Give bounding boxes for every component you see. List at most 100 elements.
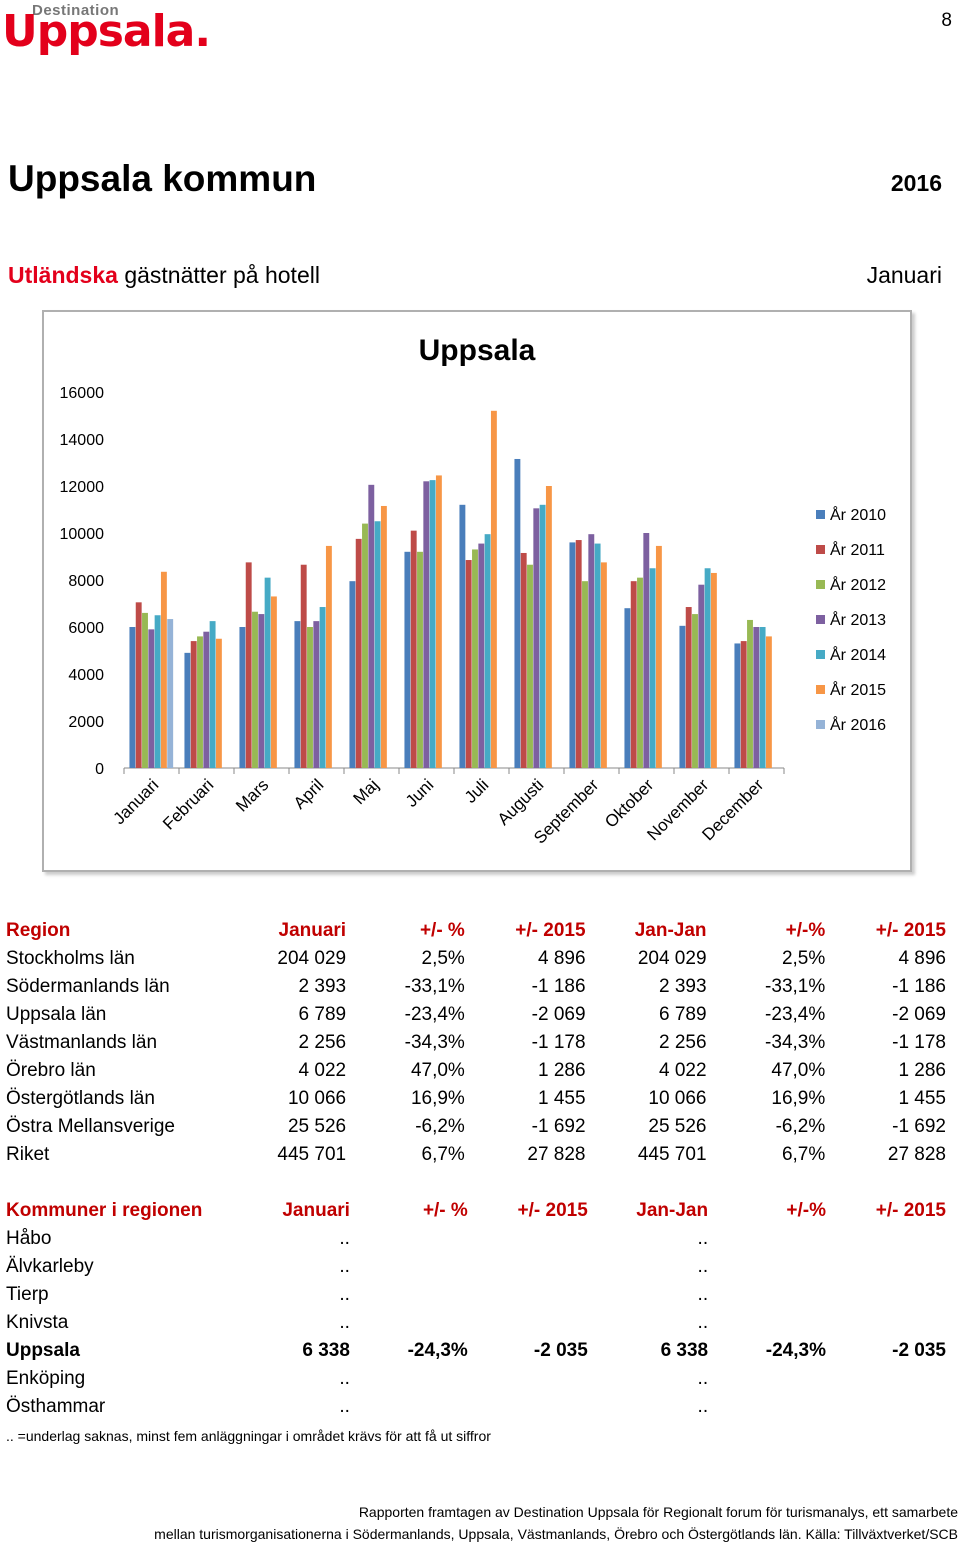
table-cell: -24,3% — [765, 1340, 826, 1361]
table-cell: Stockholms län — [6, 948, 135, 969]
table-cell: Tierp — [6, 1284, 49, 1305]
y-tick-label: 14000 — [60, 432, 105, 449]
table-cell: .. — [697, 1256, 709, 1277]
table-row: Uppsala län 6 789 -23,4% -2 069 6 789 -23,4% -… — [0, 1001, 952, 1029]
table-cell: Östhammar — [6, 1396, 106, 1417]
bar-år-2013 — [368, 484, 375, 768]
logo-destination-text: Destination — [32, 2, 120, 19]
table-cell: Östergötlands län — [6, 1088, 155, 1109]
bar-år-2010 — [404, 551, 411, 768]
bar-år-2011 — [245, 562, 252, 768]
column-header: +/- 2015 — [875, 920, 946, 941]
bar-år-2013 — [588, 534, 595, 768]
x-tick-label: Januari — [109, 775, 162, 828]
bar-år-2015 — [435, 475, 442, 768]
bar-år-2010 — [184, 652, 191, 768]
bar-år-2011 — [135, 602, 142, 768]
bar-år-2013 — [753, 627, 760, 768]
table-row: Tierp.... — [0, 1281, 952, 1309]
legend-label: År 2011 — [830, 540, 885, 559]
subtitle-highlight: Utländska — [8, 262, 118, 288]
y-tick-label: 0 — [95, 761, 104, 778]
table-row: Östhammar.... — [0, 1393, 952, 1421]
footnote: .. =underlag saknas, minst fem anläggnin… — [6, 1428, 491, 1444]
table-row: Håbo.... — [0, 1225, 952, 1253]
column-header: Januari — [278, 920, 347, 941]
table-cell: 10 066 — [287, 1088, 347, 1109]
table-cell — [714, 1253, 832, 1281]
bar-år-2013 — [203, 631, 210, 768]
column-header: Jan-Jan — [636, 1200, 709, 1221]
table-row: Riket 445 701 6,7% 27 828 445 701 6,7% 27 828 — [0, 1141, 952, 1169]
table-cell: -1 692 — [531, 1116, 586, 1137]
table-cell: 6 789 — [298, 1004, 347, 1025]
table-cell — [474, 1365, 594, 1393]
table-cell: 2,5% — [421, 948, 465, 969]
table-cell: Håbo — [6, 1228, 52, 1249]
column-header: Januari — [282, 1200, 350, 1221]
table-cell: -1 186 — [892, 976, 946, 997]
table-cell: Uppsala — [6, 1340, 80, 1361]
y-tick-label: 10000 — [60, 526, 105, 543]
bar-år-2010 — [514, 458, 521, 768]
legend-swatch — [816, 580, 825, 589]
table-cell: .. — [697, 1312, 709, 1333]
table-row: Stockholms län 204 029 2,5% 4 896 204 029 2,5… — [0, 945, 952, 973]
regions-table: Region Januari +/- % +/- 2015 Jan-Jan +/-% +/-… — [0, 917, 952, 1169]
table-cell — [474, 1253, 594, 1281]
bar-år-2012 — [582, 581, 588, 768]
bar-år-2012 — [527, 564, 533, 768]
bar-år-2013 — [423, 481, 430, 768]
page-subtitle: Utländska gästnätter på hotell — [8, 262, 320, 289]
table-cell: 27 828 — [887, 1144, 946, 1165]
x-tick-label: Februari — [159, 775, 217, 833]
column-header: Jan-Jan — [634, 920, 707, 941]
table-cell: 47,0% — [410, 1060, 465, 1081]
bar-år-2012 — [747, 619, 753, 768]
bar-år-2013 — [313, 621, 320, 768]
column-header: +/- % — [422, 1200, 468, 1221]
bar-år-2016 — [167, 619, 174, 768]
bar-år-2014 — [209, 621, 216, 768]
bar-år-2012 — [307, 627, 313, 768]
y-tick-label: 4000 — [68, 667, 104, 684]
table-cell: Enköping — [6, 1368, 86, 1389]
table-cell: 25 526 — [648, 1116, 707, 1137]
bar-år-2014 — [319, 607, 326, 768]
bar-år-2012 — [692, 614, 698, 768]
table-cell — [714, 1225, 832, 1253]
table-cell: -1 178 — [531, 1032, 586, 1053]
column-header: Region — [6, 920, 71, 941]
x-tick-label: Augusti — [494, 775, 548, 829]
legend-swatch — [816, 510, 825, 519]
table-cell: .. — [339, 1368, 350, 1389]
x-tick-label: Juli — [461, 775, 492, 806]
table-cell: 204 029 — [277, 948, 347, 969]
bar-år-2015 — [600, 562, 607, 768]
bar-år-2015 — [765, 636, 772, 768]
legend-swatch — [816, 615, 825, 624]
y-tick-label: 16000 — [60, 385, 105, 402]
bar-år-2011 — [190, 641, 197, 768]
table-cell — [832, 1281, 952, 1309]
table-cell: -23,4% — [404, 1004, 465, 1025]
bar-år-2011 — [410, 530, 417, 768]
table-cell: .. — [339, 1396, 350, 1417]
chart-title: Uppsala — [419, 334, 536, 367]
bar-år-2010 — [239, 627, 246, 768]
table-cell — [832, 1393, 952, 1421]
column-header: +/-% — [786, 1200, 826, 1221]
table-cell — [714, 1393, 832, 1421]
x-tick-label: April — [290, 775, 327, 812]
bar-år-2014 — [429, 480, 436, 768]
legend-swatch — [816, 650, 825, 659]
table-cell: Knivsta — [6, 1312, 69, 1333]
table-cell: .. — [339, 1312, 350, 1333]
table-cell: 4 022 — [658, 1060, 707, 1081]
table-cell: 6,7% — [781, 1144, 826, 1165]
bar-år-2012 — [472, 549, 478, 768]
bar-år-2011 — [630, 581, 637, 768]
bar-år-2015 — [545, 486, 552, 768]
bar-år-2013 — [258, 614, 265, 768]
table-cell — [832, 1309, 952, 1337]
